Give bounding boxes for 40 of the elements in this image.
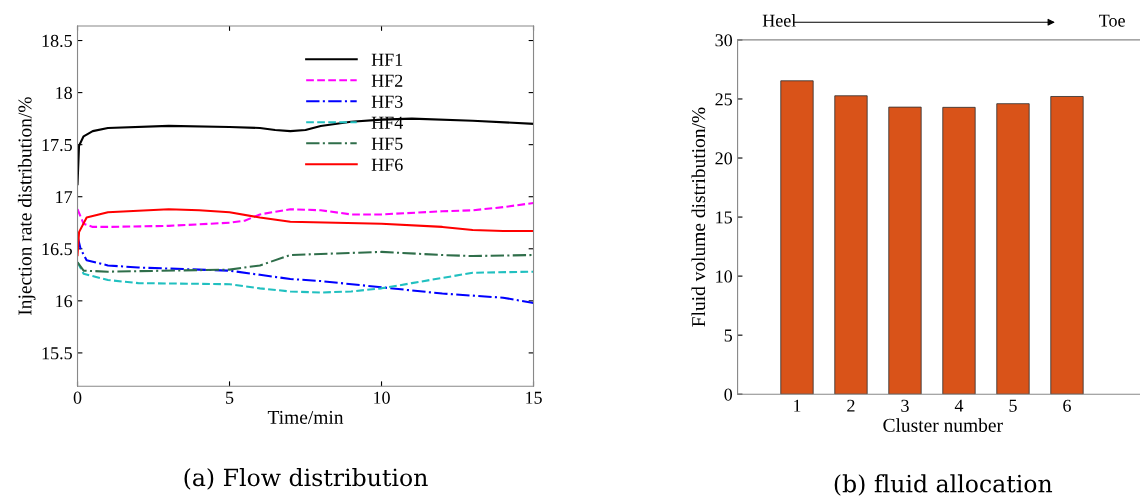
x-tick-label: 4 bbox=[954, 399, 964, 412]
text: Toe bbox=[1099, 14, 1125, 27]
y-tick-label: 17 bbox=[56, 191, 73, 203]
y-tick-label: 30 bbox=[715, 34, 733, 47]
y-tick-label: 18.5 bbox=[42, 34, 72, 48]
legend-label: HF3 bbox=[371, 95, 403, 108]
x-axis-title: Time/min bbox=[267, 410, 344, 424]
line-series bbox=[77, 208, 534, 257]
x-tick-label: 2 bbox=[847, 399, 855, 412]
x-tick-label: 15 bbox=[526, 391, 542, 404]
text: Heel bbox=[762, 14, 796, 27]
y-tick-label: 20 bbox=[715, 152, 733, 165]
y-tick-label: 18 bbox=[56, 86, 72, 100]
y-tick-label: 5 bbox=[724, 329, 733, 342]
y-axis-title: Fluid volume distribution/% bbox=[691, 107, 706, 327]
y-tick-label: 15.5 bbox=[42, 347, 72, 360]
x-tick-label: 0 bbox=[73, 391, 82, 404]
y-axis-title: Injection rate distribution/% bbox=[17, 97, 36, 315]
x-tick-label: 6 bbox=[1063, 399, 1071, 412]
y-tick-label: 16 bbox=[56, 295, 73, 308]
line-series bbox=[77, 250, 534, 273]
y-tick-label: 15 bbox=[716, 211, 733, 224]
x-axis-title: Cluster number bbox=[883, 418, 1003, 432]
y-tick-label: 10 bbox=[716, 270, 733, 283]
x-tick-label: 5 bbox=[1009, 399, 1017, 412]
x-tick-label: 5 bbox=[226, 391, 234, 404]
y-tick-label: 25 bbox=[715, 93, 733, 106]
x-tick-label: 10 bbox=[374, 391, 390, 404]
x-tick-label: 3 bbox=[901, 399, 909, 412]
y-tick-label: 17.5 bbox=[42, 139, 72, 152]
legend-label: HF1 bbox=[371, 53, 403, 66]
line-series bbox=[77, 201, 534, 228]
line-series bbox=[77, 117, 534, 186]
text: (a) Flow distribution bbox=[184, 468, 428, 490]
legend-label: HF6 bbox=[371, 158, 403, 171]
legend-label: HF2 bbox=[371, 74, 403, 87]
x-tick-label: 1 bbox=[794, 399, 801, 412]
text: (b) fluid allocation bbox=[834, 474, 1053, 496]
y-tick-label: 16.5 bbox=[42, 243, 72, 256]
legend-label: HF5 bbox=[371, 137, 403, 150]
